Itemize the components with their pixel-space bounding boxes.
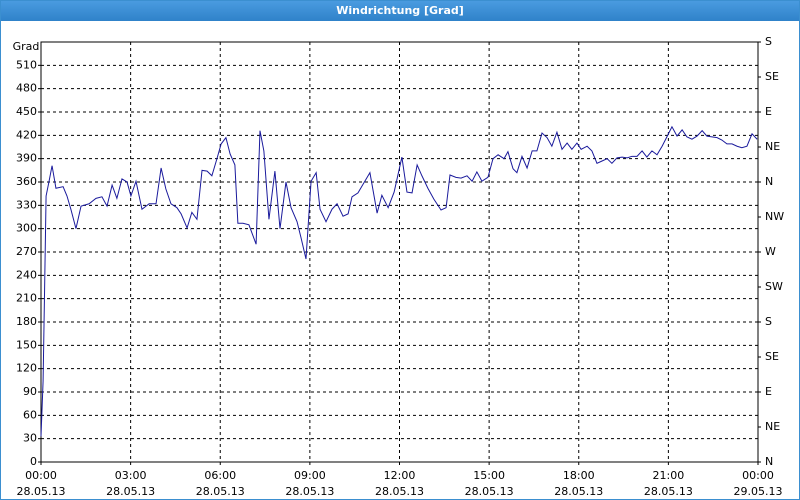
x-tick-label: 00:00 29.05.13 xyxy=(734,469,783,498)
y2-tick-label: NE xyxy=(765,420,780,433)
y-tick-label: 390 xyxy=(16,152,37,165)
y2-tick-label: SE xyxy=(765,350,779,363)
y2-tick-label: NE xyxy=(765,140,780,153)
y2-tick-label: SW xyxy=(765,280,783,293)
y-tick-label: 270 xyxy=(16,245,37,258)
y2-tick-label: S xyxy=(765,315,772,328)
x-tick-label: 06:00 28.05.13 xyxy=(196,469,245,498)
y-axis-label: Grad xyxy=(13,40,40,53)
y-tick-label: 60 xyxy=(23,408,37,421)
plot-frame xyxy=(40,41,759,463)
x-tick-label: 00:00 28.05.13 xyxy=(17,469,66,498)
data-line xyxy=(40,125,758,437)
y2-tick-label: N xyxy=(765,455,773,468)
y-tick-label: 180 xyxy=(16,315,37,328)
y-tick-label: 0 xyxy=(30,455,37,468)
y2-tick-label: S xyxy=(765,35,772,48)
y2-tick-label: NW xyxy=(765,210,784,223)
y2-tick-label: N xyxy=(765,175,773,188)
y-tick-label: 330 xyxy=(16,198,37,211)
y-tick-label: 510 xyxy=(16,58,37,71)
y2-tick-label: E xyxy=(765,385,772,398)
y-tick-label: 450 xyxy=(16,105,37,118)
y-tick-label: 120 xyxy=(16,362,37,375)
y-tick-label: 90 xyxy=(23,385,37,398)
x-tick-label: 18:00 28.05.13 xyxy=(554,469,603,498)
y2-tick-label: W xyxy=(765,245,776,258)
x-tick-label: 15:00 28.05.13 xyxy=(465,469,514,498)
x-tick-label: 09:00 28.05.13 xyxy=(285,469,334,498)
x-tick-label: 21:00 28.05.13 xyxy=(644,469,693,498)
y-tick-label: 480 xyxy=(16,82,37,95)
x-tick-label: 12:00 28.05.13 xyxy=(375,469,424,498)
y-tick-label: 300 xyxy=(16,222,37,235)
y-tick-label: 240 xyxy=(16,268,37,281)
y-tick-label: 30 xyxy=(23,432,37,445)
y-tick-label: 150 xyxy=(16,338,37,351)
y-tick-label: 420 xyxy=(16,128,37,141)
y2-tick-label: SE xyxy=(765,70,779,83)
title-bar: Windrichtung [Grad] xyxy=(1,1,799,21)
y-tick-label: 360 xyxy=(16,175,37,188)
y2-tick-label: E xyxy=(765,105,772,118)
x-tick-label: 03:00 28.05.13 xyxy=(106,469,155,498)
y-tick-label: 210 xyxy=(16,292,37,305)
